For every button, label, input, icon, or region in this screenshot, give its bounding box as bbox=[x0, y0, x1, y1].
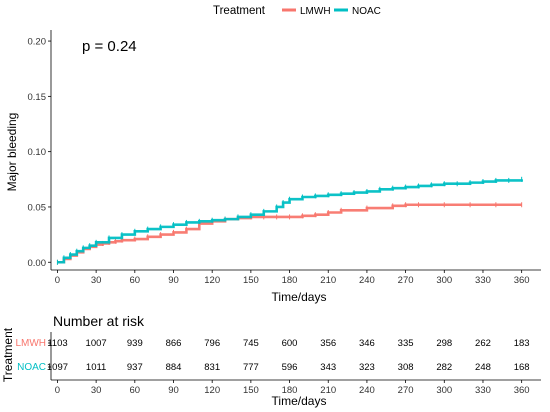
risk-x-tick-label: 330 bbox=[475, 385, 491, 396]
x-tick-label: 210 bbox=[320, 275, 336, 286]
risk-cell-noac: 282 bbox=[436, 362, 452, 373]
risk-table-x-ticks: 0 30 60 90 120 150 180 210 240 270 300 330 360 bbox=[55, 380, 530, 396]
curve-noac bbox=[57, 179, 523, 264]
y-tick-label: 0.20 bbox=[28, 37, 47, 48]
x-tick-label: 150 bbox=[243, 275, 259, 286]
x-ticks: 0 30 60 90 120 150 180 210 240 270 300 330 360 bbox=[55, 270, 530, 286]
risk-cell-lmwh: 183 bbox=[514, 338, 530, 349]
risk-cell-lmwh: 356 bbox=[320, 338, 336, 349]
risk-cell-noac: 1011 bbox=[86, 362, 106, 373]
risk-x-tick-label: 300 bbox=[436, 385, 452, 396]
risk-cell-lmwh: 1103 bbox=[47, 338, 67, 349]
x-tick-label: 90 bbox=[168, 275, 179, 286]
x-tick-label: 180 bbox=[282, 275, 298, 286]
risk-cell-noac: 1097 bbox=[47, 362, 68, 373]
y-tick-label: 0.15 bbox=[28, 92, 47, 103]
x-tick-label: 270 bbox=[398, 275, 414, 286]
risk-row-label-lmwh: LMWH bbox=[15, 338, 46, 349]
y-tick-label: 0.10 bbox=[28, 147, 47, 158]
risk-cell-noac: 323 bbox=[359, 362, 375, 373]
y-axis-title: Major bleeding bbox=[5, 113, 19, 192]
risk-x-tick-label: 180 bbox=[282, 385, 298, 396]
risk-cell-lmwh: 335 bbox=[398, 338, 414, 349]
risk-cell-noac: 937 bbox=[127, 362, 143, 373]
risk-cell-lmwh: 796 bbox=[204, 338, 220, 349]
risk-x-tick-label: 150 bbox=[243, 385, 259, 396]
x-tick-label: 0 bbox=[55, 275, 60, 286]
p-value-annotation: p = 0.24 bbox=[82, 38, 137, 55]
risk-row-label-noac: NOAC bbox=[17, 362, 46, 373]
x-axis-title: Time/days bbox=[272, 290, 327, 304]
risk-cell-noac: 248 bbox=[475, 362, 491, 373]
risk-x-tick-label: 210 bbox=[320, 385, 336, 396]
risk-x-tick-label: 270 bbox=[398, 385, 414, 396]
legend-title: Treatment bbox=[213, 5, 266, 17]
risk-cell-lmwh: 600 bbox=[282, 338, 298, 349]
x-tick-label: 360 bbox=[514, 275, 530, 286]
risk-cell-lmwh: 262 bbox=[475, 338, 491, 349]
risk-cell-lmwh: 1007 bbox=[86, 338, 107, 349]
x-tick-label: 60 bbox=[130, 275, 141, 286]
y-tick-label: 0.05 bbox=[28, 202, 47, 213]
risk-x-tick-label: 90 bbox=[168, 385, 179, 396]
risk-table: Number at risk Treatment LMWH NOAC 1103 1… bbox=[1, 313, 541, 408]
risk-x-tick-label: 120 bbox=[204, 385, 220, 396]
legend: Treatment LMWH NOAC bbox=[213, 5, 381, 17]
risk-x-tick-label: 0 bbox=[55, 385, 60, 396]
risk-table-cells: 1103 1007 939 866 796 745 600 356 346 335 298 262 18… bbox=[47, 338, 530, 373]
risk-cell-noac: 777 bbox=[243, 362, 259, 373]
risk-x-tick-label: 60 bbox=[130, 385, 141, 396]
risk-table-y-title: Treatment bbox=[1, 327, 15, 382]
x-tick-label: 240 bbox=[359, 275, 375, 286]
risk-cell-lmwh: 298 bbox=[436, 338, 452, 349]
risk-x-tick-label: 360 bbox=[514, 385, 530, 396]
risk-cell-noac: 831 bbox=[204, 362, 220, 373]
risk-x-tick-label: 240 bbox=[359, 385, 375, 396]
risk-cell-noac: 308 bbox=[398, 362, 414, 373]
risk-cell-noac: 596 bbox=[282, 362, 298, 373]
legend-label-lmwh: LMWH bbox=[300, 6, 331, 17]
risk-cell-lmwh: 745 bbox=[243, 338, 259, 349]
risk-cell-noac: 343 bbox=[320, 362, 336, 373]
x-tick-label: 330 bbox=[475, 275, 491, 286]
y-tick-label: 0.00 bbox=[28, 258, 47, 269]
risk-cell-lmwh: 346 bbox=[359, 338, 375, 349]
x-tick-label: 120 bbox=[204, 275, 220, 286]
x-tick-label: 300 bbox=[436, 275, 452, 286]
main-plot: 0.00 0.05 0.10 0.15 0.20 0 30 60 90 120 150 180 210… bbox=[5, 30, 541, 304]
risk-cell-lmwh: 939 bbox=[127, 338, 143, 349]
y-ticks: 0.00 0.05 0.10 0.15 0.20 bbox=[28, 37, 51, 269]
x-tick-label: 30 bbox=[91, 275, 102, 286]
risk-table-title: Number at risk bbox=[53, 313, 145, 329]
risk-table-x-title: Time/days bbox=[272, 394, 327, 408]
legend-label-noac: NOAC bbox=[352, 6, 381, 17]
risk-cell-noac: 884 bbox=[166, 362, 182, 373]
risk-x-tick-label: 30 bbox=[91, 385, 102, 396]
risk-cell-lmwh: 866 bbox=[166, 338, 182, 349]
survival-curves bbox=[56, 176, 523, 265]
risk-cell-noac: 168 bbox=[514, 362, 530, 373]
